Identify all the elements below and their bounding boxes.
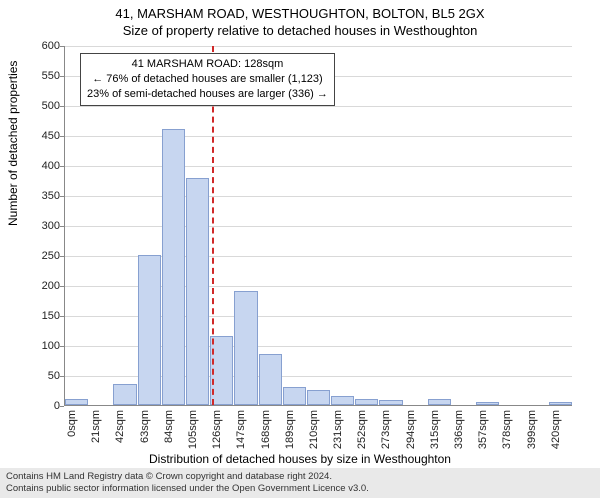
y-tick-label: 200 — [26, 280, 60, 292]
x-tick-label: 231sqm — [332, 410, 344, 460]
y-tick-mark — [60, 46, 64, 47]
title-line-1: 41, MARSHAM ROAD, WESTHOUGHTON, BOLTON, … — [0, 6, 600, 21]
annotation-line-0: 41 MARSHAM ROAD: 128sqm — [87, 57, 328, 72]
y-tick-mark — [60, 226, 64, 227]
y-tick-label: 150 — [26, 310, 60, 322]
histogram-bar — [476, 402, 499, 405]
y-tick-mark — [60, 196, 64, 197]
y-tick-mark — [60, 346, 64, 347]
y-tick-mark — [60, 316, 64, 317]
footer-line-1: Contains HM Land Registry data © Crown c… — [6, 471, 594, 483]
histogram-bar — [162, 129, 185, 405]
annotation-line-2: 23% of semi-detached houses are larger (… — [87, 87, 328, 102]
histogram-bar — [138, 255, 161, 405]
x-tick-label: 420sqm — [550, 410, 562, 460]
y-tick-mark — [60, 286, 64, 287]
y-tick-mark — [60, 106, 64, 107]
y-tick-label: 350 — [26, 190, 60, 202]
y-tick-label: 550 — [26, 70, 60, 82]
gridline — [65, 166, 572, 167]
x-tick-label: 147sqm — [235, 410, 247, 460]
gridline — [65, 106, 572, 107]
x-tick-label: 126sqm — [211, 410, 223, 460]
y-tick-label: 450 — [26, 130, 60, 142]
chart-title: 41, MARSHAM ROAD, WESTHOUGHTON, BOLTON, … — [0, 0, 600, 38]
histogram-bar — [355, 399, 378, 405]
x-tick-label: 63sqm — [139, 410, 151, 460]
histogram-bar — [307, 390, 330, 405]
x-tick-label: 21sqm — [90, 410, 102, 460]
annotation-box: 41 MARSHAM ROAD: 128sqm← 76% of detached… — [80, 53, 335, 106]
gridline — [65, 196, 572, 197]
x-tick-label: 336sqm — [453, 410, 465, 460]
x-tick-label: 210sqm — [308, 410, 320, 460]
gridline — [65, 46, 572, 47]
y-tick-mark — [60, 166, 64, 167]
y-tick-label: 400 — [26, 160, 60, 172]
histogram-bar — [65, 399, 88, 405]
x-tick-label: 273sqm — [380, 410, 392, 460]
histogram-bar — [283, 387, 306, 405]
x-tick-label: 42sqm — [114, 410, 126, 460]
y-tick-label: 300 — [26, 220, 60, 232]
y-tick-label: 250 — [26, 250, 60, 262]
footer-line-2: Contains public sector information licen… — [6, 483, 594, 495]
x-tick-label: 84sqm — [163, 410, 175, 460]
x-tick-label: 189sqm — [284, 410, 296, 460]
footer-attribution: Contains HM Land Registry data © Crown c… — [0, 468, 600, 498]
histogram-bar — [186, 178, 209, 405]
title-line-2: Size of property relative to detached ho… — [0, 23, 600, 38]
x-tick-label: 0sqm — [66, 410, 78, 460]
x-tick-label: 105sqm — [187, 410, 199, 460]
y-tick-label: 100 — [26, 340, 60, 352]
y-tick-label: 50 — [26, 370, 60, 382]
histogram-bar — [549, 402, 572, 405]
gridline — [65, 226, 572, 227]
y-tick-mark — [60, 76, 64, 77]
y-axis-label: Number of detached properties — [6, 61, 20, 226]
annotation-line-1: ← 76% of detached houses are smaller (1,… — [87, 72, 328, 87]
histogram-bar — [428, 399, 451, 405]
y-tick-mark — [60, 376, 64, 377]
y-tick-mark — [60, 406, 64, 407]
x-tick-label: 315sqm — [429, 410, 441, 460]
histogram-bar — [259, 354, 282, 405]
x-tick-label: 357sqm — [477, 410, 489, 460]
y-tick-label: 500 — [26, 100, 60, 112]
gridline — [65, 136, 572, 137]
x-tick-label: 294sqm — [405, 410, 417, 460]
histogram-bar — [234, 291, 257, 405]
x-tick-label: 252sqm — [356, 410, 368, 460]
x-tick-label: 399sqm — [526, 410, 538, 460]
y-tick-mark — [60, 136, 64, 137]
y-tick-mark — [60, 256, 64, 257]
x-tick-label: 168sqm — [260, 410, 272, 460]
y-tick-label: 0 — [26, 400, 60, 412]
x-tick-label: 378sqm — [501, 410, 513, 460]
histogram-bar — [379, 400, 402, 405]
histogram-bar — [331, 396, 354, 405]
y-tick-label: 600 — [26, 40, 60, 52]
histogram-bar — [113, 384, 136, 405]
